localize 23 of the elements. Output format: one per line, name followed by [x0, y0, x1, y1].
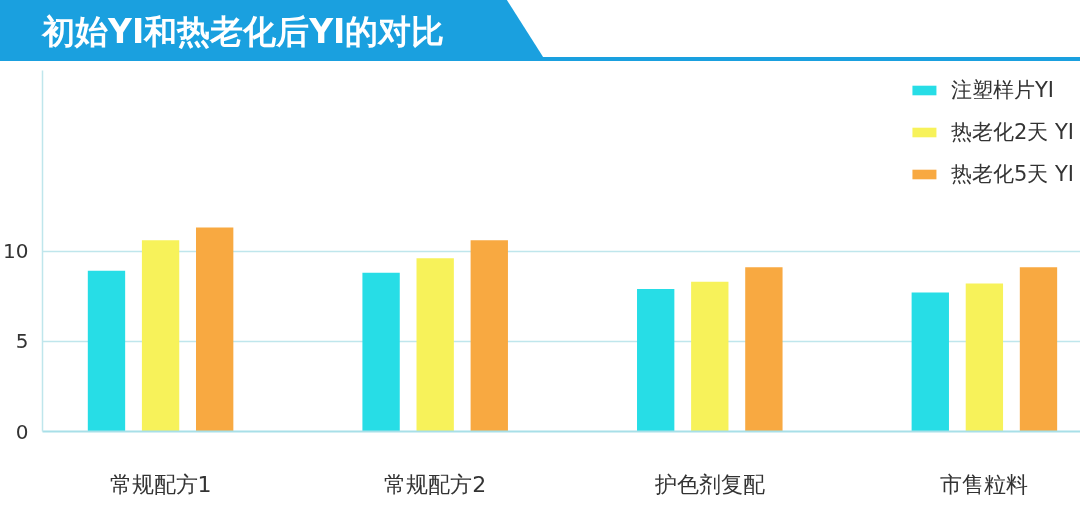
bar — [470, 240, 508, 432]
x-tick-label: 市售粒料 — [940, 471, 1029, 497]
bar — [1019, 267, 1058, 432]
bar — [691, 281, 729, 432]
chart-title: 初始YI和热老化后YI的对比 — [42, 11, 445, 53]
y-tick-label: 5 — [15, 329, 29, 354]
bar — [362, 272, 400, 432]
bar — [141, 240, 180, 432]
bar — [745, 267, 783, 432]
legend-label: 热老化2天 YI — [950, 119, 1074, 146]
legend-label: 注塑样片YI — [950, 77, 1054, 104]
bar — [637, 288, 675, 432]
x-tick-label: 常规配方2 — [384, 471, 487, 497]
y-tick-label: 10 — [3, 239, 29, 263]
bar — [911, 292, 949, 432]
bar — [965, 283, 1004, 432]
x-tick-label: 常规配方1 — [109, 471, 212, 497]
x-tick-label: 护色剂复配 — [653, 471, 765, 497]
legend-label: 热老化5天 YI — [950, 161, 1074, 188]
bar — [416, 258, 454, 432]
y-tick-label: 0 — [15, 419, 29, 444]
bar — [196, 227, 234, 432]
bar — [87, 270, 126, 432]
